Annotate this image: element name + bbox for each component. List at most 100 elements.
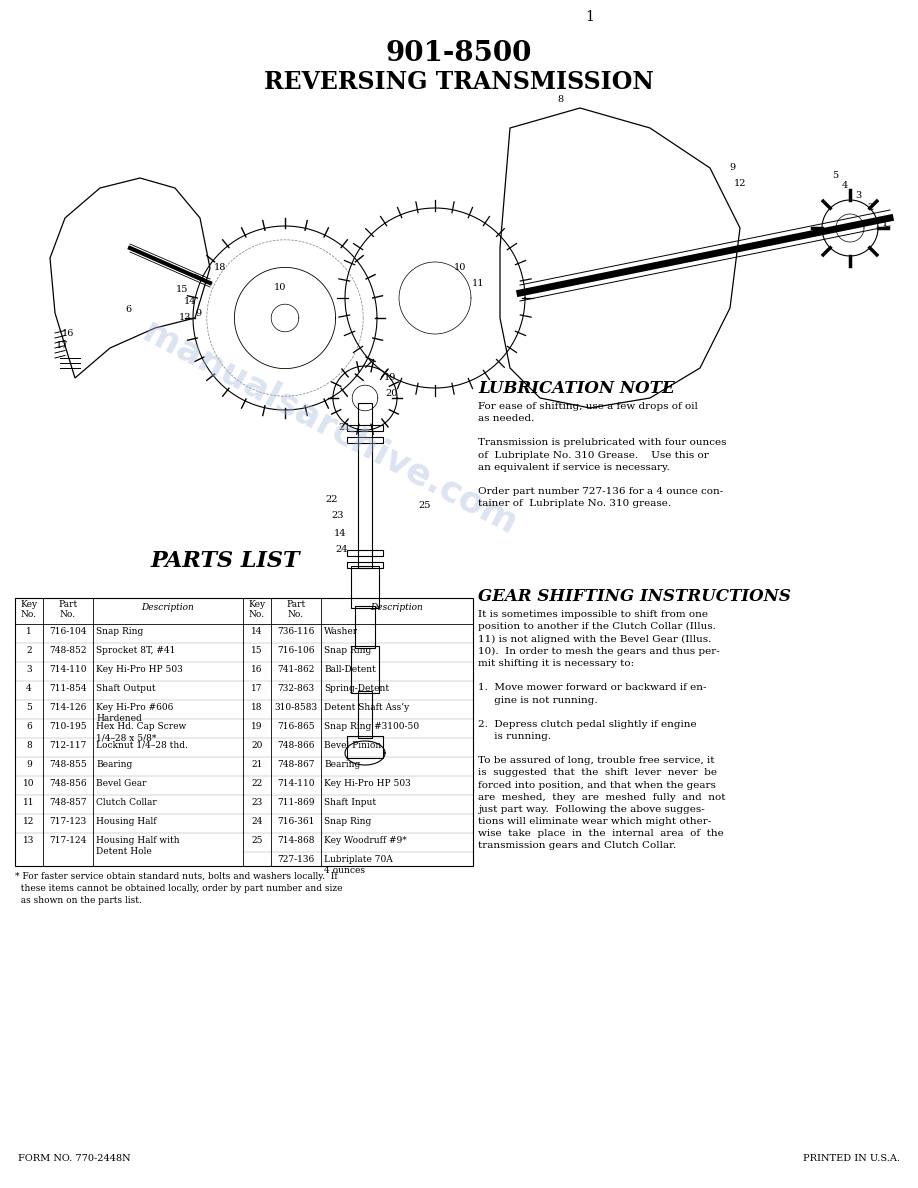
Text: 711-869: 711-869 xyxy=(277,798,315,807)
Text: Sprocket 8T, #41: Sprocket 8T, #41 xyxy=(96,646,175,655)
Text: For ease of shifting, use a few drops of oil
as needed.

Transmission is prelubr: For ease of shifting, use a few drops of… xyxy=(478,402,726,508)
Text: Hex Hd. Cap Screw
1/4–28 x 5/8*: Hex Hd. Cap Screw 1/4–28 x 5/8* xyxy=(96,722,186,742)
Text: 712-117: 712-117 xyxy=(50,741,86,750)
Bar xyxy=(15,598,473,866)
Text: 3: 3 xyxy=(27,665,32,674)
Text: Snap Ring: Snap Ring xyxy=(324,646,371,655)
Text: Snap Ring #3100-50: Snap Ring #3100-50 xyxy=(324,722,420,731)
Text: PRINTED IN U.S.A.: PRINTED IN U.S.A. xyxy=(803,1154,900,1163)
Text: 2: 2 xyxy=(867,203,873,213)
Text: 748-866: 748-866 xyxy=(277,741,315,750)
Text: Key Hi-Pro HP 503: Key Hi-Pro HP 503 xyxy=(96,665,183,674)
Text: Spring-Detent: Spring-Detent xyxy=(324,684,389,693)
Text: FORM NO. 770-2448N: FORM NO. 770-2448N xyxy=(18,1154,130,1163)
Text: 5: 5 xyxy=(26,703,32,712)
Text: 3: 3 xyxy=(855,191,861,201)
Text: * For faster service obtain standard nuts, bolts and washers locally.  If
  thes: * For faster service obtain standard nut… xyxy=(15,872,342,904)
Text: Detent Shaft Ass’y: Detent Shaft Ass’y xyxy=(324,703,409,712)
Text: Clutch Collar: Clutch Collar xyxy=(96,798,157,807)
Text: 14: 14 xyxy=(184,297,196,307)
Text: Key Hi-Pro #606
Hardened: Key Hi-Pro #606 Hardened xyxy=(96,703,174,723)
Text: 13: 13 xyxy=(179,314,191,322)
Text: 12: 12 xyxy=(733,178,746,188)
Text: 11: 11 xyxy=(23,798,35,807)
Text: 1: 1 xyxy=(26,627,32,636)
Text: 716-104: 716-104 xyxy=(50,627,86,636)
Bar xyxy=(358,403,372,568)
Text: 716-865: 716-865 xyxy=(277,722,315,731)
Text: Key
No.: Key No. xyxy=(20,600,38,619)
Text: 11: 11 xyxy=(472,278,485,287)
Text: It is sometimes impossible to shift from one
position to another if the Clutch C: It is sometimes impossible to shift from… xyxy=(478,609,725,851)
Text: 717-123: 717-123 xyxy=(50,817,86,826)
Text: 732-863: 732-863 xyxy=(277,684,315,693)
Text: 10: 10 xyxy=(453,264,466,272)
Text: 17: 17 xyxy=(252,684,263,693)
Text: Key
No.: Key No. xyxy=(249,600,265,619)
Text: 9: 9 xyxy=(26,760,32,769)
Text: 23: 23 xyxy=(331,512,344,520)
Text: 20: 20 xyxy=(386,388,398,398)
Text: 4: 4 xyxy=(842,182,848,190)
Text: 716-106: 716-106 xyxy=(277,646,315,655)
Text: 19: 19 xyxy=(252,722,263,731)
Text: 24: 24 xyxy=(336,545,348,555)
Text: 23: 23 xyxy=(252,798,263,807)
Text: 741-862: 741-862 xyxy=(277,665,315,674)
Bar xyxy=(347,562,383,568)
Text: 9: 9 xyxy=(729,164,735,172)
Text: 10: 10 xyxy=(274,284,286,292)
Text: 21: 21 xyxy=(252,760,263,769)
Text: 10: 10 xyxy=(23,779,35,788)
Text: Part
No.: Part No. xyxy=(286,600,306,619)
Text: 748-856: 748-856 xyxy=(50,779,87,788)
Text: 8: 8 xyxy=(557,95,563,105)
Text: 748-857: 748-857 xyxy=(50,798,87,807)
Text: Bearing: Bearing xyxy=(96,760,132,769)
Text: REVERSING TRANSMISSION: REVERSING TRANSMISSION xyxy=(264,70,654,94)
Text: 22: 22 xyxy=(326,495,338,505)
Text: 9: 9 xyxy=(195,309,201,317)
Text: 5: 5 xyxy=(832,171,838,181)
Text: 727-136: 727-136 xyxy=(277,855,315,864)
Text: 2: 2 xyxy=(27,646,32,655)
Bar xyxy=(355,606,375,647)
Text: 4: 4 xyxy=(26,684,32,693)
Bar xyxy=(358,691,372,738)
Text: 18: 18 xyxy=(214,264,226,272)
Text: 12: 12 xyxy=(23,817,35,826)
Text: 22: 22 xyxy=(252,779,263,788)
Text: 25: 25 xyxy=(419,501,431,511)
Text: LUBRICATION NOTE: LUBRICATION NOTE xyxy=(478,380,675,397)
Text: 1: 1 xyxy=(882,219,888,227)
Text: PARTS LIST: PARTS LIST xyxy=(151,550,300,571)
Text: 18: 18 xyxy=(252,703,263,712)
Text: 15: 15 xyxy=(252,646,263,655)
Text: manualsarchive.com: manualsarchive.com xyxy=(137,315,523,542)
Bar xyxy=(351,565,379,608)
Text: 748-855: 748-855 xyxy=(50,760,87,769)
Text: 901-8500: 901-8500 xyxy=(386,40,532,67)
Text: Snap Ring: Snap Ring xyxy=(96,627,143,636)
Bar xyxy=(347,737,383,758)
Text: 736-116: 736-116 xyxy=(277,627,315,636)
Text: Ball-Detent: Ball-Detent xyxy=(324,665,375,674)
Text: 17: 17 xyxy=(56,341,68,350)
Text: 16: 16 xyxy=(62,329,74,337)
Text: 711-854: 711-854 xyxy=(50,684,87,693)
Text: 8: 8 xyxy=(26,741,32,750)
Text: Bearing: Bearing xyxy=(324,760,360,769)
Text: 19: 19 xyxy=(384,373,397,383)
Text: 1: 1 xyxy=(586,10,595,24)
Bar xyxy=(351,646,379,693)
Text: 710-195: 710-195 xyxy=(50,722,87,731)
Bar xyxy=(347,550,383,556)
Text: Snap Ring: Snap Ring xyxy=(324,817,371,826)
Text: Description: Description xyxy=(141,602,195,612)
Text: 310-8583: 310-8583 xyxy=(274,703,318,712)
Text: Housing Half: Housing Half xyxy=(96,817,156,826)
Text: 13: 13 xyxy=(23,836,35,845)
Text: 716-361: 716-361 xyxy=(277,817,315,826)
Text: 714-126: 714-126 xyxy=(50,703,86,712)
Text: 748-852: 748-852 xyxy=(50,646,86,655)
